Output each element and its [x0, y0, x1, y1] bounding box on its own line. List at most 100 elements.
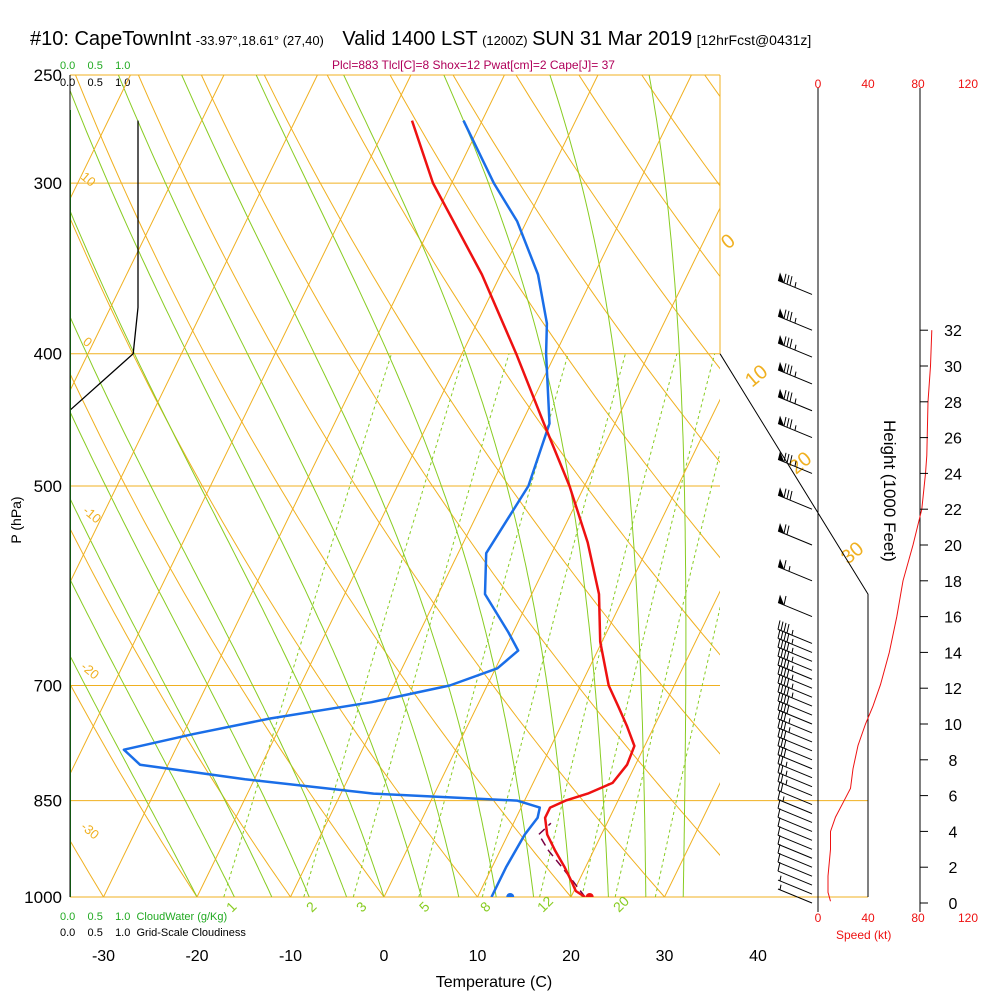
- wind-barb-feather: [777, 799, 781, 809]
- wind-barb-feather: [783, 649, 787, 659]
- wind-barb-feather: [777, 656, 781, 666]
- wind-barb: [777, 808, 813, 832]
- moist-adiabat: [549, 75, 647, 897]
- wind-barb-feather: [777, 817, 781, 827]
- cloudwater-label: CloudWater (g/Kg): [136, 911, 228, 923]
- wind-barb-feather: [783, 595, 787, 606]
- sounding-stats: Plcl=883 Tlcl[C]=8 Shox=12 Pwat[cm]=2 Ca…: [332, 58, 615, 72]
- wind-barb-staff: [777, 279, 813, 295]
- wind-barb-half: [794, 371, 797, 377]
- wind-barb-feather: [786, 650, 790, 661]
- moist-adiabat-label: 30: [837, 538, 868, 569]
- speed-label: Speed (kt): [836, 928, 891, 942]
- pressure-tick-label: 1000: [24, 888, 62, 907]
- moist-adiabat: [255, 75, 535, 897]
- wind-barb-staff: [777, 816, 813, 832]
- dry-adiabat: [74, 75, 572, 897]
- height-tick-label: 8: [949, 753, 958, 770]
- wind-barb-staff: [777, 799, 813, 814]
- pressure-tick-label: 500: [34, 477, 62, 496]
- wind-barb-feather: [783, 703, 787, 713]
- isotherm-line: [477, 398, 720, 897]
- isotherm-line: [70, 75, 318, 584]
- wind-barb-feather: [777, 844, 781, 854]
- wind-barb-staff: [777, 637, 813, 653]
- temperature-tick-label: -10: [279, 948, 302, 965]
- wind-barb-staff: [777, 664, 813, 680]
- moist-adiabat: [70, 89, 422, 897]
- wind-barb-staff: [777, 396, 813, 412]
- wind-barb-feather: [780, 675, 784, 685]
- isotherm-line: [383, 206, 720, 897]
- moist-adiabat: [70, 209, 385, 897]
- wind-barb: [777, 558, 813, 582]
- wind-barb-feather: [783, 667, 787, 677]
- isobar-grid: [70, 74, 868, 898]
- wind-barb-half: [788, 727, 791, 733]
- moist-adiabat: [70, 654, 198, 897]
- wind-barb: [777, 308, 813, 331]
- wind-barb-feather: [783, 640, 787, 650]
- wind-barb-flag: [778, 594, 784, 605]
- wind-barb-staff: [777, 530, 813, 546]
- wind-barb-feather: [783, 524, 787, 534]
- mixing-ratio-line: [654, 605, 720, 897]
- wind-barb: [777, 709, 813, 734]
- wind-barb-feather: [786, 641, 790, 652]
- mixing-ratio-label: 2: [303, 898, 320, 915]
- mixing-ratio-line: [539, 353, 678, 897]
- plot-boundary: [719, 353, 869, 897]
- height-tick-label: 30: [944, 359, 962, 376]
- wind-barb: [777, 754, 813, 779]
- wind-barb-flag: [778, 272, 784, 283]
- temperature-tick-label: 20: [562, 948, 580, 965]
- wind-barb-staff: [777, 861, 813, 877]
- wind-barb-feather: [777, 781, 781, 791]
- wind-barb-staff: [777, 745, 813, 761]
- wind-barb: [777, 629, 813, 653]
- dry-adiabat: [200, 75, 720, 856]
- wind-barb-feather: [789, 338, 793, 348]
- dry-adiabat: [0, 51, 27, 926]
- wind-barb-feather: [780, 648, 784, 658]
- wind-barb-feather: [780, 711, 784, 721]
- dry-adiabat-label: -30: [78, 819, 102, 843]
- moist-adiabat: [721, 75, 739, 897]
- isotherm-line: [852, 75, 1000, 897]
- surface-dewpoint-marker: [506, 893, 515, 897]
- wind-barb-feather: [783, 560, 787, 570]
- wind-barb-feather: [777, 665, 781, 675]
- wind-barb-feather: [783, 622, 787, 632]
- wind-barb-half: [785, 761, 788, 767]
- wind-barb: [777, 656, 813, 680]
- wind-barb: [777, 638, 813, 662]
- wind-barb-feather: [777, 700, 781, 711]
- plot-frame: [719, 75, 869, 897]
- dry-adiabat: [137, 75, 666, 897]
- wind-barb-staff: [777, 494, 813, 510]
- wind-barb-feather: [783, 416, 787, 427]
- wind-barb-staff: [777, 852, 813, 868]
- wind-barb-staff: [777, 646, 813, 662]
- moist-adiabat: [70, 578, 235, 897]
- wind-barb-staff: [777, 727, 813, 743]
- wind-barb-feather: [786, 418, 790, 428]
- mixing-ratio-label: 5: [416, 898, 433, 915]
- wind-barb-staff: [777, 772, 813, 788]
- wind-barb-staff: [777, 781, 813, 797]
- height-axis-label: Height (1000 Feet): [880, 420, 899, 562]
- dry-adiabat: [70, 216, 479, 897]
- wind-barb-staff: [777, 369, 813, 385]
- wind-barb-flag: [778, 335, 784, 346]
- wind-barb-feather: [786, 695, 790, 705]
- wind-barb-half: [788, 718, 791, 724]
- isotherm-line: [0, 75, 37, 897]
- wind-barb-feather: [777, 790, 781, 800]
- wind-barb: [777, 835, 813, 859]
- wind-barb-feather: [786, 337, 790, 347]
- dry-adiabat: [70, 527, 292, 897]
- wind-barb-half: [791, 638, 794, 645]
- wind-barb: [777, 727, 813, 752]
